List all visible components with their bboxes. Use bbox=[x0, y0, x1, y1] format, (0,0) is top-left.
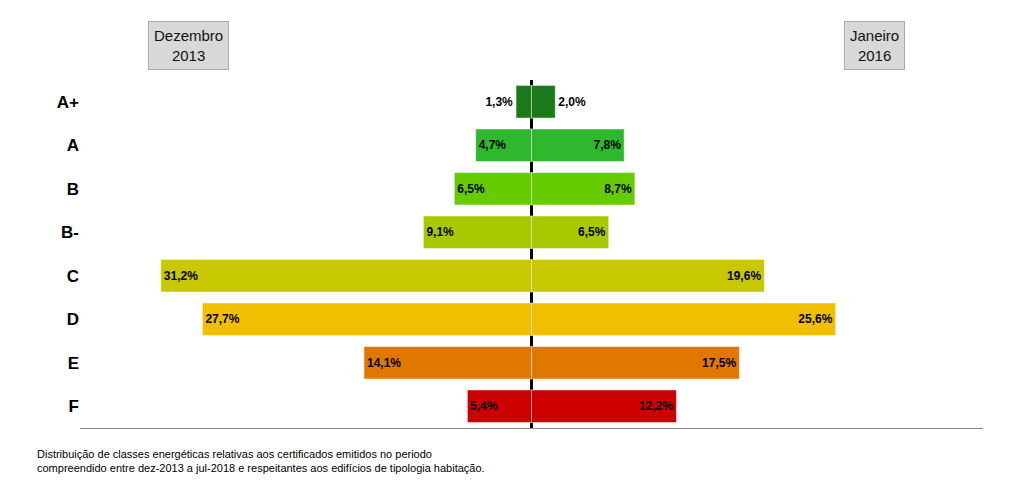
svg-text:B: B bbox=[67, 180, 79, 199]
svg-text:19,6%: 19,6% bbox=[727, 269, 761, 283]
svg-text:C: C bbox=[67, 267, 79, 286]
svg-text:5,4%: 5,4% bbox=[470, 399, 498, 413]
svg-text:E: E bbox=[68, 354, 79, 373]
svg-text:6,5%: 6,5% bbox=[457, 182, 485, 196]
svg-text:F: F bbox=[69, 397, 79, 416]
svg-text:Janeiro2016: Janeiro2016 bbox=[850, 27, 899, 64]
svg-text:A+: A+ bbox=[57, 93, 79, 112]
svg-text:12,2%: 12,2% bbox=[639, 399, 673, 413]
svg-text:14,1%: 14,1% bbox=[367, 356, 401, 370]
svg-text:7,8%: 7,8% bbox=[593, 138, 621, 152]
svg-text:A: A bbox=[67, 136, 79, 155]
svg-text:B-: B- bbox=[61, 223, 79, 242]
svg-text:1,3%: 1,3% bbox=[485, 95, 513, 109]
svg-text:25,6%: 25,6% bbox=[798, 312, 832, 326]
svg-text:2,0%: 2,0% bbox=[558, 95, 586, 109]
svg-text:Dezembro2013: Dezembro2013 bbox=[154, 27, 223, 64]
svg-text:6,5%: 6,5% bbox=[578, 225, 606, 239]
svg-text:27,7%: 27,7% bbox=[205, 312, 239, 326]
svg-text:4,7%: 4,7% bbox=[479, 138, 507, 152]
svg-text:31,2%: 31,2% bbox=[164, 269, 198, 283]
svg-text:17,5%: 17,5% bbox=[702, 356, 736, 370]
svg-text:9,1%: 9,1% bbox=[426, 225, 454, 239]
svg-text:Distribuição de classes energé: Distribuição de classes energéticas rela… bbox=[37, 448, 485, 474]
svg-text:D: D bbox=[67, 310, 79, 329]
svg-text:8,7%: 8,7% bbox=[604, 182, 632, 196]
